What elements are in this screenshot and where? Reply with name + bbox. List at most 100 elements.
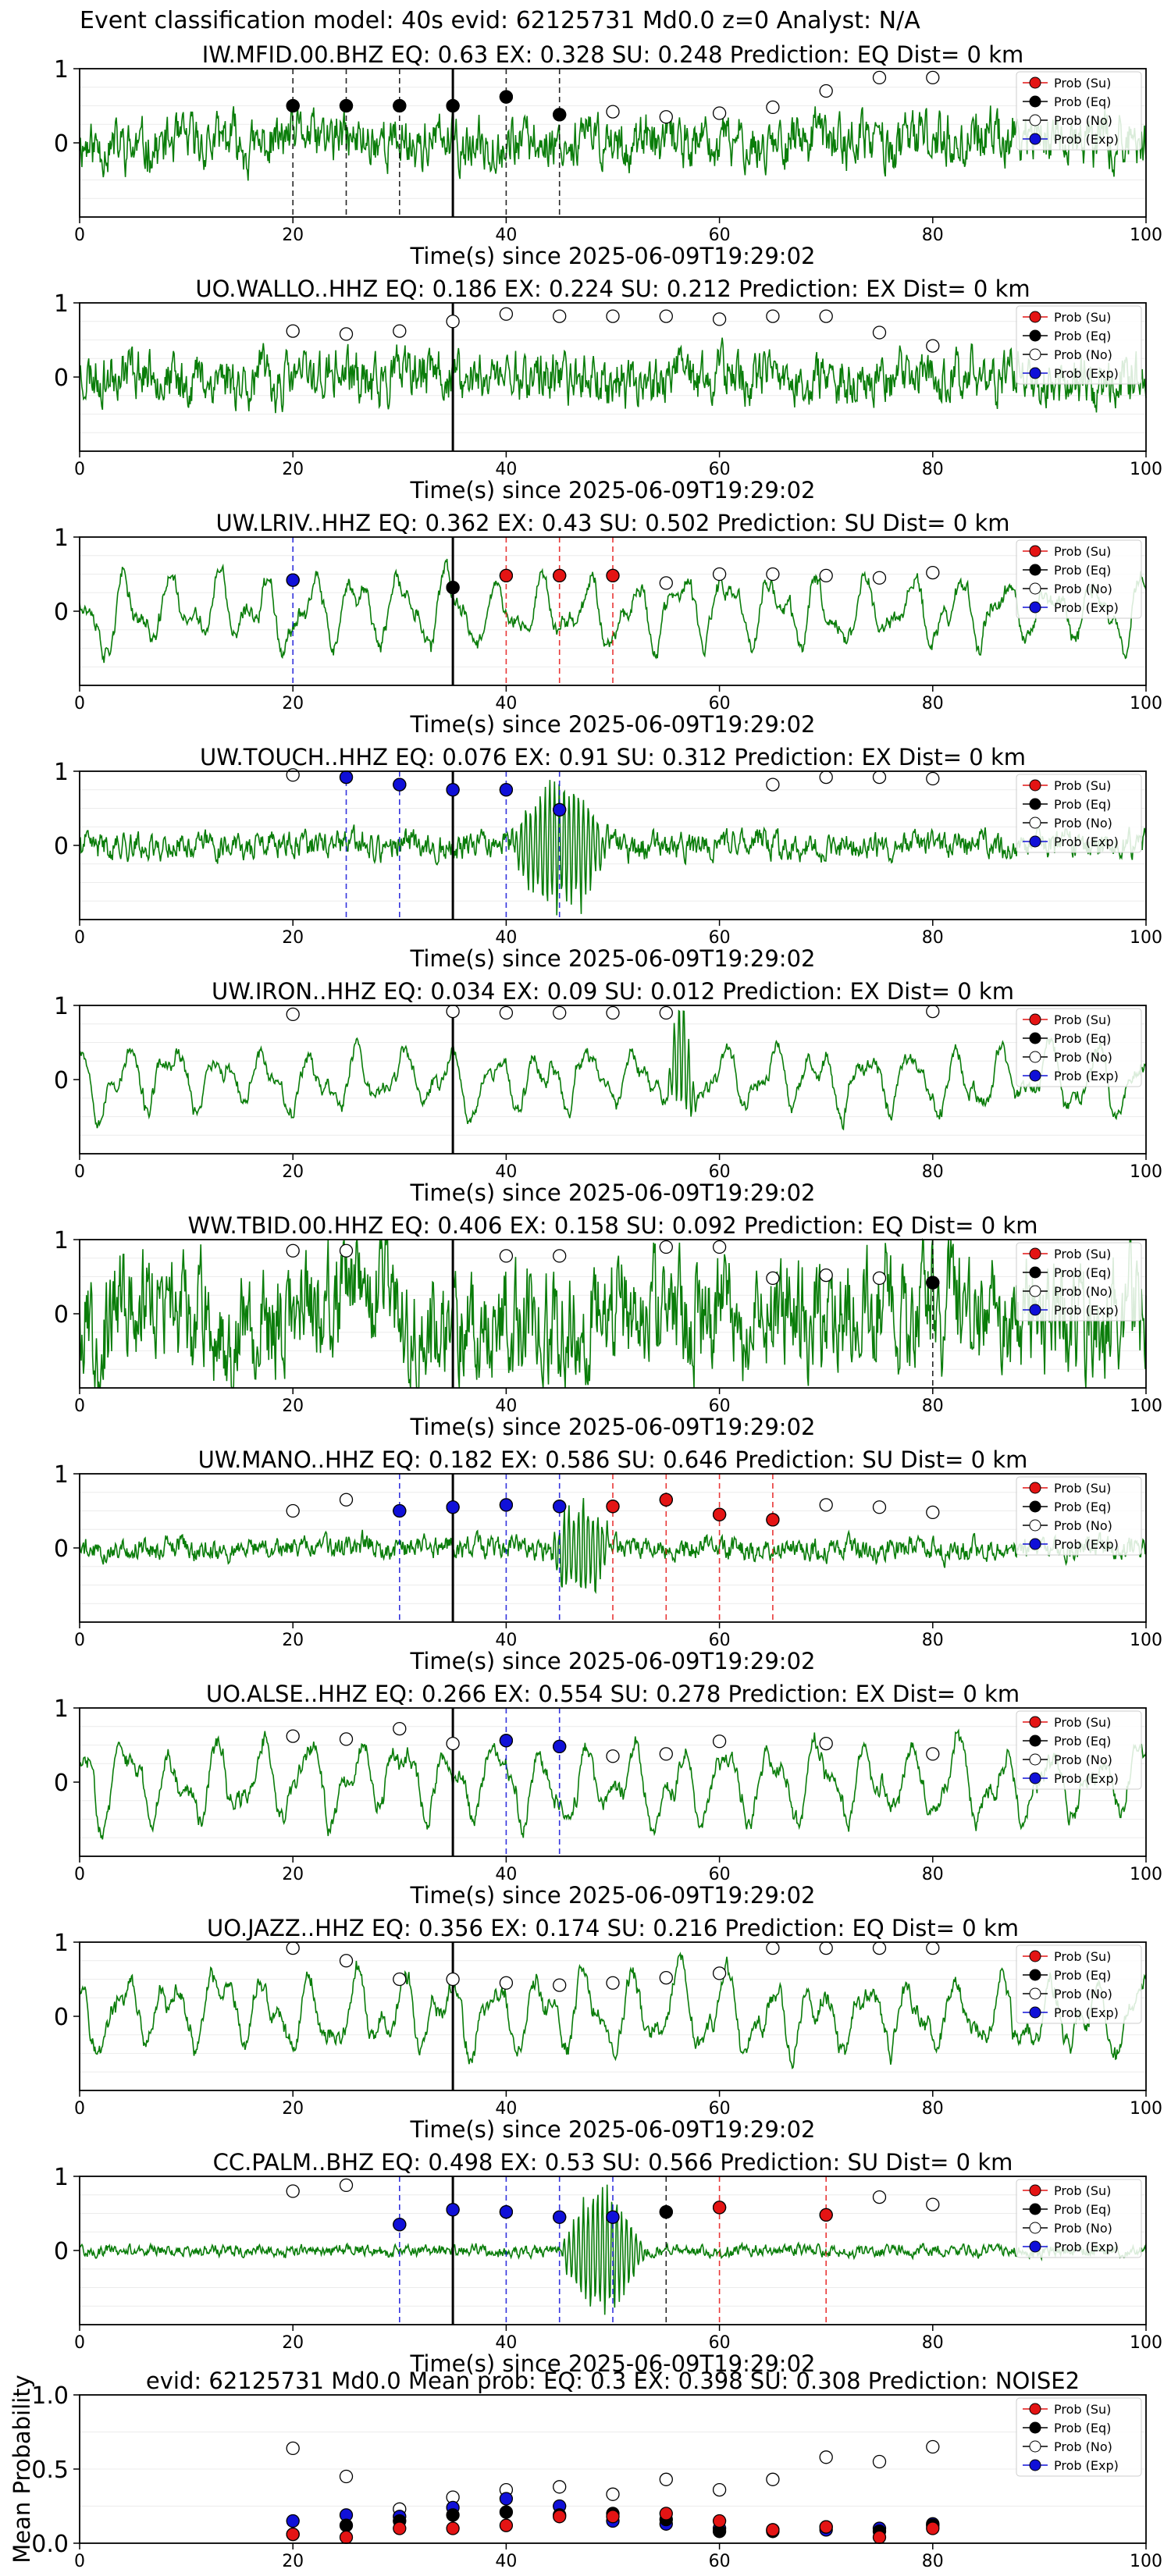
legend-label-eq: Prob (Eq) [1054,94,1111,109]
mean-prob-su-point [659,2507,673,2521]
prob-no-point [499,1249,514,1263]
waveform-trace [79,2184,1147,2315]
prob-no-point [766,100,780,115]
prob-no-point [819,1498,833,1512]
legend-marker-no [1029,2440,1041,2453]
station-panel: UO.ALSE..HHZ EQ: 0.266 EX: 0.554 SU: 0.2… [54,1681,1162,1909]
x-tick-label: 80 [922,226,944,245]
prob-exp-point [553,2210,567,2224]
y-tick-label: 1 [54,1461,69,1489]
legend-label-exp: Prob (Exp) [1054,132,1119,147]
x-tick-label: 80 [922,460,944,479]
legend-label-exp: Prob (Exp) [1054,1537,1119,1552]
station-title: UW.IRON..HHZ EQ: 0.034 EX: 0.09 SU: 0.01… [212,978,1014,1005]
station-x-axis-label: Time(s) since 2025-06-09T19:29:02 [410,1179,816,1206]
station-x-axis-label: Time(s) since 2025-06-09T19:29:02 [410,945,816,972]
legend-marker-eq [1029,329,1041,342]
station-panel: UW.IRON..HHZ EQ: 0.034 EX: 0.09 SU: 0.01… [54,978,1162,1206]
x-tick-label: 60 [709,460,731,479]
x-tick-label: 20 [282,694,304,713]
x-tick-label: 0 [74,1631,85,1650]
prob-no-point [926,1747,940,1761]
prob-exp-point [446,2203,460,2217]
prob-no-point [766,567,780,582]
x-tick-label: 0 [74,1865,85,1884]
legend-marker-su [1029,76,1041,89]
x-tick-label: 40 [495,694,517,713]
waveform-trace [79,337,1147,414]
x-tick-label: 80 [922,1397,944,1416]
legend-marker-no [1029,348,1041,361]
legend-marker-exp [1029,1772,1041,1784]
prob-exp-point [339,770,354,785]
prob-no-point [766,1271,780,1286]
x-tick-label: 40 [495,226,517,245]
legend-marker-su [1029,779,1041,792]
legend-marker-su [1029,545,1041,557]
legend-box [1016,1476,1142,1556]
x-tick-label: 0 [74,460,85,479]
x-tick-label: 20 [282,2333,304,2353]
prob-no-point [659,110,673,124]
x-tick-label: 100 [1130,460,1162,479]
y-tick-label: 0 [54,2004,69,2031]
x-tick-label: 0 [74,2333,85,2353]
legend-marker-no [1029,1051,1041,1063]
prob-no-point [446,315,460,329]
station-panel: UW.TOUCH..HHZ EQ: 0.076 EX: 0.91 SU: 0.3… [54,744,1162,972]
mean-prob-su-point [766,2523,780,2537]
legend-marker-eq [1029,95,1041,108]
x-tick-label: 40 [495,1865,517,1884]
legend-label-eq: Prob (Eq) [1054,797,1111,812]
legend-marker-exp [1029,133,1041,145]
legend-label-eq: Prob (Eq) [1054,2202,1111,2217]
mean-prob-no-point [659,2472,673,2486]
x-tick-label: 100 [1130,1162,1162,1182]
legend-label-exp: Prob (Exp) [1054,2240,1119,2254]
prob-no-point [712,1966,727,1980]
x-tick-label: 20 [282,2552,304,2571]
prob-no-point [819,1268,833,1283]
prob-su-point [766,1513,780,1527]
prob-no-point [339,2178,354,2193]
mean-prob-eq-point [499,2505,514,2519]
legend-marker-exp [1029,1538,1041,1550]
legend-marker-su [1029,1013,1041,1026]
x-tick-label: 100 [1130,2333,1162,2353]
legend-marker-exp [1029,367,1041,379]
station-title: UO.JAZZ..HHZ EQ: 0.356 EX: 0.174 SU: 0.2… [207,1915,1019,1941]
station-title: UW.MANO..HHZ EQ: 0.182 EX: 0.586 SU: 0.6… [198,1446,1028,1473]
mean-prob-no-point [339,2469,354,2484]
prob-no-point [339,327,354,341]
prob-exp-point [393,2218,407,2232]
prob-no-point [712,1240,727,1254]
legend-label-no: Prob (No) [1054,1987,1112,2001]
legend-marker-eq [1029,564,1041,576]
legend-marker-eq [1029,1735,1041,1747]
legend-label-no: Prob (No) [1054,816,1112,831]
mean-prob-no-point [766,2472,780,2486]
y-tick-label: 1 [54,56,69,84]
mean-prob-no-point [819,2450,833,2464]
prob-no-point [712,567,727,582]
station-panels: IW.MFID.00.BHZ EQ: 0.63 EX: 0.328 SU: 0.… [54,41,1162,2377]
legend-label-exp: Prob (Exp) [1054,1303,1119,1318]
mean-prob-eq-point [446,2508,460,2522]
legend-marker-exp [1029,1069,1041,1082]
legend-label-eq: Prob (Eq) [1054,1031,1111,1046]
mean-prob-su-point [393,2521,407,2535]
legend-marker-exp [1029,2459,1041,2471]
legend-marker-su [1029,2403,1041,2415]
station-panel: UW.LRIV..HHZ EQ: 0.362 EX: 0.43 SU: 0.50… [54,510,1162,738]
legend-label-su: Prob (Su) [1054,544,1111,559]
legend-marker-eq [1029,1969,1041,1981]
legend-label-su: Prob (Su) [1054,1949,1111,1964]
prob-su-point [712,1507,727,1521]
legend-marker-eq [1029,1032,1041,1044]
mean-prob-no-point [712,2482,727,2497]
y-tick-label: 0 [54,1770,69,1797]
station-title: UO.WALLO..HHZ EQ: 0.186 EX: 0.224 SU: 0.… [195,276,1030,302]
prob-exp-point [606,2210,620,2224]
legend-box [1016,71,1142,151]
